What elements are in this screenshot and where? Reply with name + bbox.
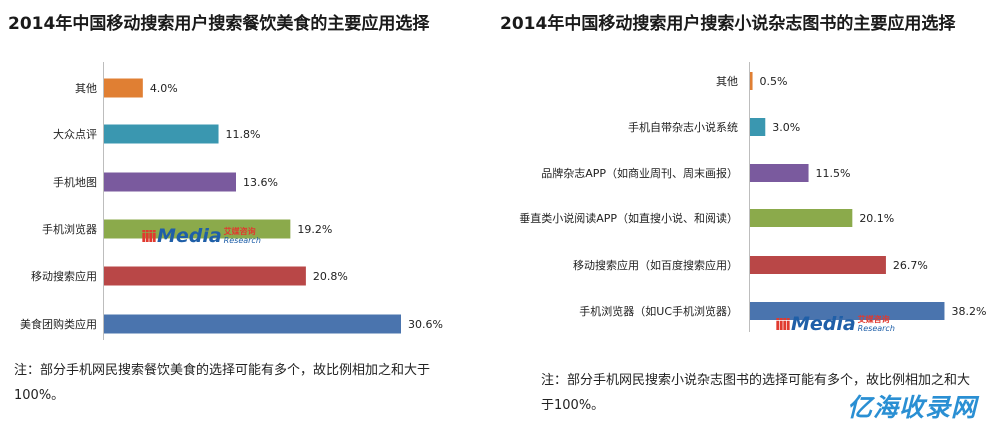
imedia-watermark-left: iiii Media 艾媒咨询 Research: [141, 225, 261, 247]
category-label-left-4: 移动搜索应用: [31, 269, 97, 283]
value-label-right-1: 3.0%: [772, 121, 800, 134]
imedia-logo-word: Media: [156, 225, 222, 247]
category-label-right-0: 其他: [716, 75, 738, 88]
value-label-left-5: 30.6%: [408, 318, 443, 331]
value-label-right-0: 0.5%: [760, 75, 788, 88]
bar-right-1: [750, 118, 766, 136]
bar-left-3: [104, 219, 291, 239]
category-label-right-1: 手机自带杂志小说系统: [628, 120, 738, 134]
value-label-right-5: 38.2%: [951, 305, 986, 318]
category-label-left-1: 大众点评: [53, 127, 97, 141]
bar-left-5: [104, 314, 401, 334]
footnote-left: 注：部分手机网民搜索餐饮美食的选择可能有多个，故比例相加之和大于100%。: [14, 363, 431, 403]
imedia-watermark-right: iiii Media 艾媒咨询 Research: [775, 313, 895, 335]
category-label-left-3: 手机浏览器: [42, 222, 97, 236]
bar-left-0: [104, 78, 143, 98]
imedia-logo-word: Media: [790, 313, 856, 335]
value-label-right-2: 11.5%: [816, 167, 851, 180]
bar-left-1: [104, 124, 219, 144]
bar-right-3: [750, 209, 853, 227]
value-label-left-0: 4.0%: [150, 82, 178, 95]
bar-left-4: [104, 266, 306, 286]
category-label-left-2: 手机地图: [53, 175, 97, 189]
imedia-logo-cn: 艾媒咨询: [223, 227, 256, 236]
category-label-right-2: 品牌杂志APP（如商业周刊、周末画报）: [541, 166, 738, 180]
bar-left-2: [104, 172, 236, 192]
value-label-left-4: 20.8%: [313, 270, 348, 283]
chart-title-left: 2014年中国移动搜索用户搜索餐饮美食的主要应用选择: [8, 14, 430, 34]
value-label-left-3: 19.2%: [297, 223, 332, 236]
category-label-right-5: 手机浏览器（如UC手机浏览器）: [579, 304, 738, 318]
category-label-right-4: 移动搜索应用（如百度搜索应用）: [573, 258, 738, 272]
chart-title-right: 2014年中国移动搜索用户搜索小说杂志图书的主要应用选择: [500, 14, 956, 34]
imedia-logo-mark: iiii: [775, 314, 791, 334]
bar-right-4: [750, 256, 886, 274]
value-label-left-2: 13.6%: [243, 176, 278, 189]
imedia-logo-en: Research: [857, 324, 895, 333]
category-label-left-0: 其他: [75, 82, 97, 95]
value-label-right-4: 26.7%: [893, 259, 928, 272]
bar-right-5: [750, 302, 945, 320]
imedia-logo-cn: 艾媒咨询: [857, 315, 890, 324]
category-label-left-5: 美食团购类应用: [20, 317, 97, 331]
footnote-right: 注：部分手机网民搜索小说杂志图书的选择可能有多个，故比例相加之和大于100%。: [541, 373, 971, 413]
bar-right-2: [750, 164, 809, 182]
imedia-logo-mark: iiii: [141, 226, 157, 246]
chart-left-plot: [103, 62, 424, 340]
value-label-right-3: 20.1%: [859, 212, 894, 225]
chart-right-plot: [749, 62, 990, 332]
imedia-logo-en: Research: [223, 236, 261, 245]
site-watermark: 亿海收录网: [847, 393, 978, 422]
value-label-left-1: 11.8%: [226, 128, 261, 141]
category-label-right-3: 垂直类小说阅读APP（如直搜小说、和阅读）: [519, 211, 738, 225]
bar-right-0: [750, 72, 753, 90]
